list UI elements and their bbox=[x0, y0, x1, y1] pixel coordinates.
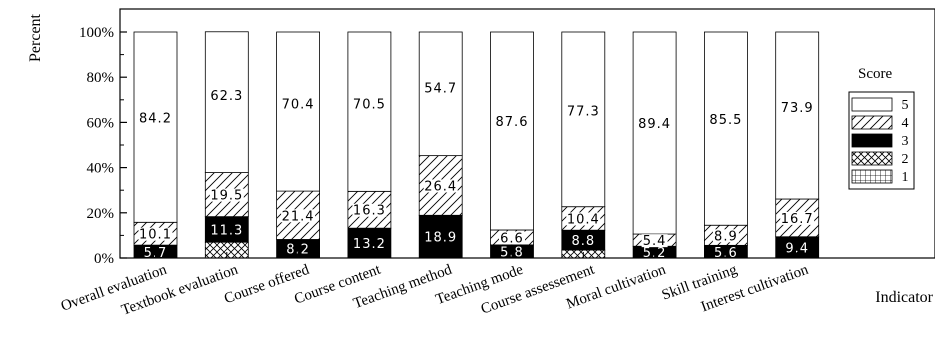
data-label-score-3: 9.4 bbox=[785, 241, 809, 256]
bar-segment-score-5 bbox=[704, 31, 748, 226]
data-label-score-3: 8.8 bbox=[571, 234, 595, 249]
data-label-score-5: 62.3 bbox=[210, 89, 243, 104]
legend-label-score-5: 5 bbox=[902, 98, 909, 113]
data-label-score-5: 84.2 bbox=[139, 112, 172, 127]
data-label-score-4: 16.3 bbox=[353, 204, 386, 219]
bar-segment-score-3 bbox=[204, 216, 249, 243]
data-label-score-3: 8.2 bbox=[286, 243, 310, 258]
data-label-score-4: 10.4 bbox=[567, 212, 600, 227]
bar-segment-score-5 bbox=[276, 31, 321, 192]
data-label-score-4: 16.7 bbox=[781, 212, 814, 227]
legend-label-score-1: 1 bbox=[902, 170, 909, 185]
data-label-score-5: 87.6 bbox=[496, 115, 529, 130]
data-label-score-5: 54.7 bbox=[424, 82, 457, 97]
data-label-score-4: 21.4 bbox=[282, 209, 315, 224]
data-label-score-4: 6.6 bbox=[500, 231, 524, 246]
y-tick-label: 100% bbox=[79, 25, 114, 41]
x-axis-title: Indicator bbox=[875, 289, 933, 306]
bar-segment-score-5 bbox=[490, 31, 534, 231]
y-tick-label: 0% bbox=[94, 251, 114, 267]
bar-segment-score-5 bbox=[133, 31, 178, 223]
y-axis-title: Percent bbox=[27, 13, 44, 62]
legend-swatch-score-5 bbox=[851, 97, 893, 112]
legend-label-score-4: 4 bbox=[902, 116, 909, 131]
data-label-score-3: 13.2 bbox=[353, 237, 386, 252]
data-label-score-4: 26.4 bbox=[424, 179, 457, 194]
bar-segment-score-3 bbox=[418, 214, 463, 259]
data-label-score-5: 70.5 bbox=[353, 98, 386, 113]
data-label-bg bbox=[641, 234, 668, 248]
bar-segment-score-5 bbox=[775, 31, 820, 200]
bar-stack bbox=[347, 31, 392, 259]
legend-swatch-score-4 bbox=[851, 115, 893, 130]
y-tick-label: 40% bbox=[87, 161, 115, 177]
bar-segment-score-5 bbox=[418, 31, 463, 157]
legend-label-score-3: 3 bbox=[902, 134, 909, 149]
legend-label-score-2: 2 bbox=[902, 152, 909, 167]
bar-stack bbox=[775, 31, 820, 259]
bar-stack bbox=[418, 31, 463, 259]
data-labels: 5.710.184.211.319.562.38.221.470.413.216… bbox=[138, 82, 815, 261]
data-label-score-4: 5.4 bbox=[643, 234, 667, 249]
bar-segment-score-5 bbox=[347, 31, 392, 192]
data-label-score-4: 19.5 bbox=[210, 189, 243, 204]
bar-stack bbox=[133, 31, 178, 259]
data-label-bg bbox=[566, 212, 601, 226]
y-axis: 0% 20% 40% 60% 80% 100% bbox=[79, 25, 127, 267]
legend-swatch-score-3 bbox=[851, 133, 893, 148]
data-label-bg bbox=[499, 231, 525, 245]
plot-frame bbox=[119, 8, 935, 259]
data-label-bg bbox=[423, 179, 458, 193]
data-label-score-5: 77.3 bbox=[567, 105, 600, 120]
data-label-score-4: 8.9 bbox=[714, 229, 738, 244]
legend-title: Score bbox=[858, 66, 892, 82]
data-label-bg bbox=[138, 227, 173, 241]
legend-swatch-score-1 bbox=[851, 169, 893, 184]
data-label-bg bbox=[712, 229, 739, 243]
bar-stack bbox=[204, 31, 249, 259]
data-label-bg bbox=[352, 203, 387, 217]
data-label-score-5: 89.4 bbox=[638, 117, 671, 132]
legend: Score 5 4 3 2 1 bbox=[848, 66, 915, 190]
bar-segment-score-5 bbox=[561, 31, 606, 208]
bar-stack bbox=[704, 31, 748, 259]
data-label-score-5: 70.4 bbox=[282, 98, 315, 113]
data-label-score-3: 18.9 bbox=[424, 231, 457, 246]
bar-stack bbox=[490, 31, 534, 259]
y-tick-label: 60% bbox=[87, 115, 115, 131]
y-tick-label: 20% bbox=[87, 206, 115, 222]
y-tick-label: 80% bbox=[87, 70, 115, 86]
data-label-bg bbox=[780, 211, 815, 225]
data-label-score-5: 73.9 bbox=[781, 101, 814, 116]
bar-stack bbox=[632, 31, 677, 259]
data-label-score-4: 10.1 bbox=[139, 228, 172, 243]
data-label-score-5: 85.5 bbox=[709, 113, 742, 128]
legend-swatch-score-2 bbox=[851, 151, 893, 166]
data-label-bg bbox=[209, 188, 244, 202]
bar-segment-score-5 bbox=[632, 31, 677, 235]
data-label-score-3: 11.3 bbox=[210, 223, 243, 238]
bar-segment-score-5 bbox=[204, 31, 249, 173]
data-label-bg bbox=[281, 209, 316, 223]
bar-stack bbox=[276, 31, 321, 259]
